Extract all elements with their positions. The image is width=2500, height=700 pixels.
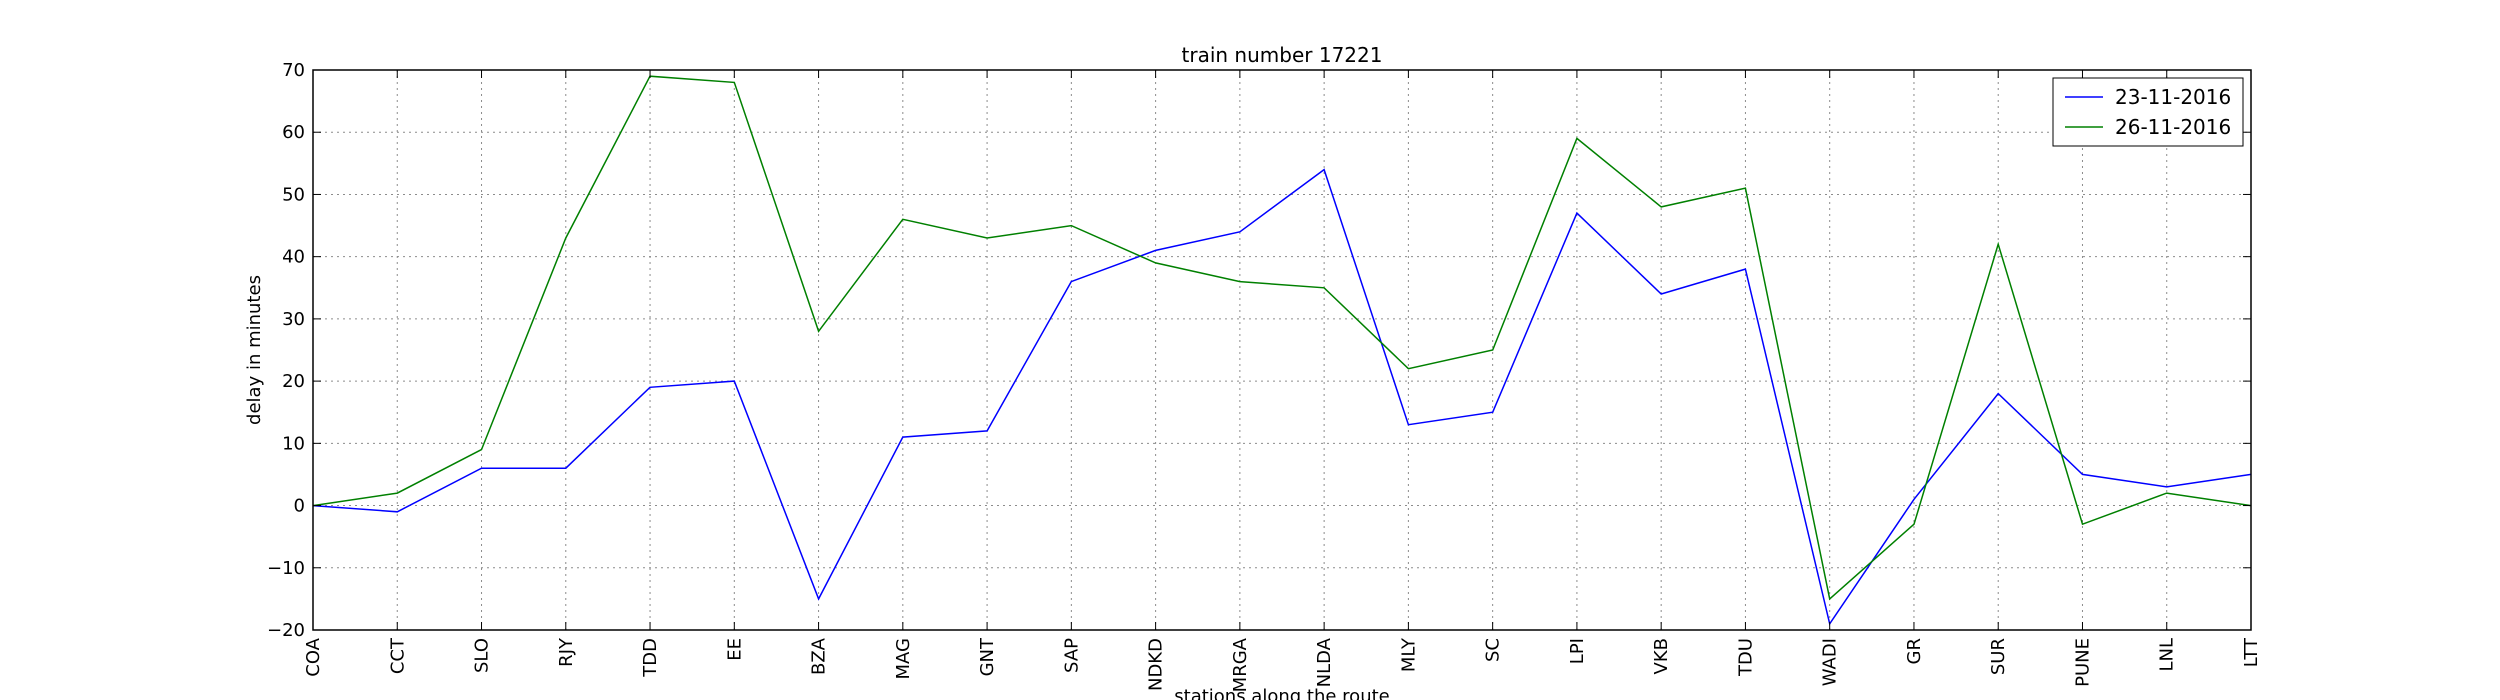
x-tick-label: BZA [809, 637, 830, 675]
x-tick-label: PUNE [2072, 638, 2093, 687]
y-tick-label: 10 [282, 433, 305, 454]
x-tick-label: NLDA [1314, 637, 1335, 687]
grid [313, 70, 2251, 630]
y-tick-label: 20 [282, 371, 305, 392]
y-tick-label: 60 [282, 122, 305, 143]
x-tick-label: TDU [1735, 638, 1756, 677]
x-tick-label: EE [724, 638, 745, 661]
x-tick-label: SAP [1061, 638, 1082, 673]
y-axis-ticks: −20 −10 0 10 20 30 40 50 60 70 [267, 60, 2251, 641]
legend-box [2052, 77, 2244, 147]
legend: 23-11-2016 26-11-2016 [2052, 77, 2244, 147]
x-tick-label: MLY [1398, 637, 1419, 672]
x-tick-label: LNL [2157, 638, 2178, 672]
x-axis-ticks: COA CCT SLO RJY TDD EE BZA MAG GNT SAP NDKD MRGA NLD… [303, 70, 2262, 692]
chart-title: train number 17221 [1182, 43, 1383, 67]
x-tick-label: GNT [977, 637, 998, 676]
x-tick-label: SLO [472, 638, 493, 673]
x-tick-label: LTT [2241, 637, 2262, 667]
series-line-2 [312, 75, 2252, 601]
x-tick-label: GR [1904, 638, 1925, 664]
y-tick-label: 40 [282, 247, 305, 268]
x-tick-label: SC [1483, 638, 1504, 662]
x-tick-label: LPI [1567, 638, 1588, 664]
y-tick-label: −20 [267, 620, 305, 641]
x-tick-label: SUR [1988, 638, 2009, 675]
y-tick-label: 0 [294, 496, 305, 517]
series-lines [312, 75, 2252, 626]
x-tick-label: CCT [387, 637, 408, 674]
y-tick-label: 70 [282, 60, 305, 81]
x-tick-label: VKB [1651, 638, 1672, 674]
y-tick-label: 50 [282, 184, 305, 205]
legend-label: 23-11-2016 [2115, 85, 2231, 109]
x-tick-label: MAG [893, 638, 914, 679]
series-line-1 [312, 168, 2252, 626]
x-tick-label: WADI [1820, 638, 1841, 686]
x-tick-label: COA [303, 637, 324, 676]
y-tick-label: −10 [267, 558, 305, 579]
y-axis-title: delay in minutes [244, 275, 265, 425]
x-tick-label: NDKD [1146, 638, 1167, 691]
x-tick-label: TDD [640, 638, 661, 678]
x-tick-label: MRGA [1230, 637, 1251, 692]
plot-frame [312, 69, 2252, 631]
legend-label: 26-11-2016 [2115, 115, 2231, 139]
x-axis-title: stations along the route [1174, 686, 1389, 700]
y-tick-label: 30 [282, 309, 305, 330]
x-tick-label: RJY [556, 637, 577, 667]
